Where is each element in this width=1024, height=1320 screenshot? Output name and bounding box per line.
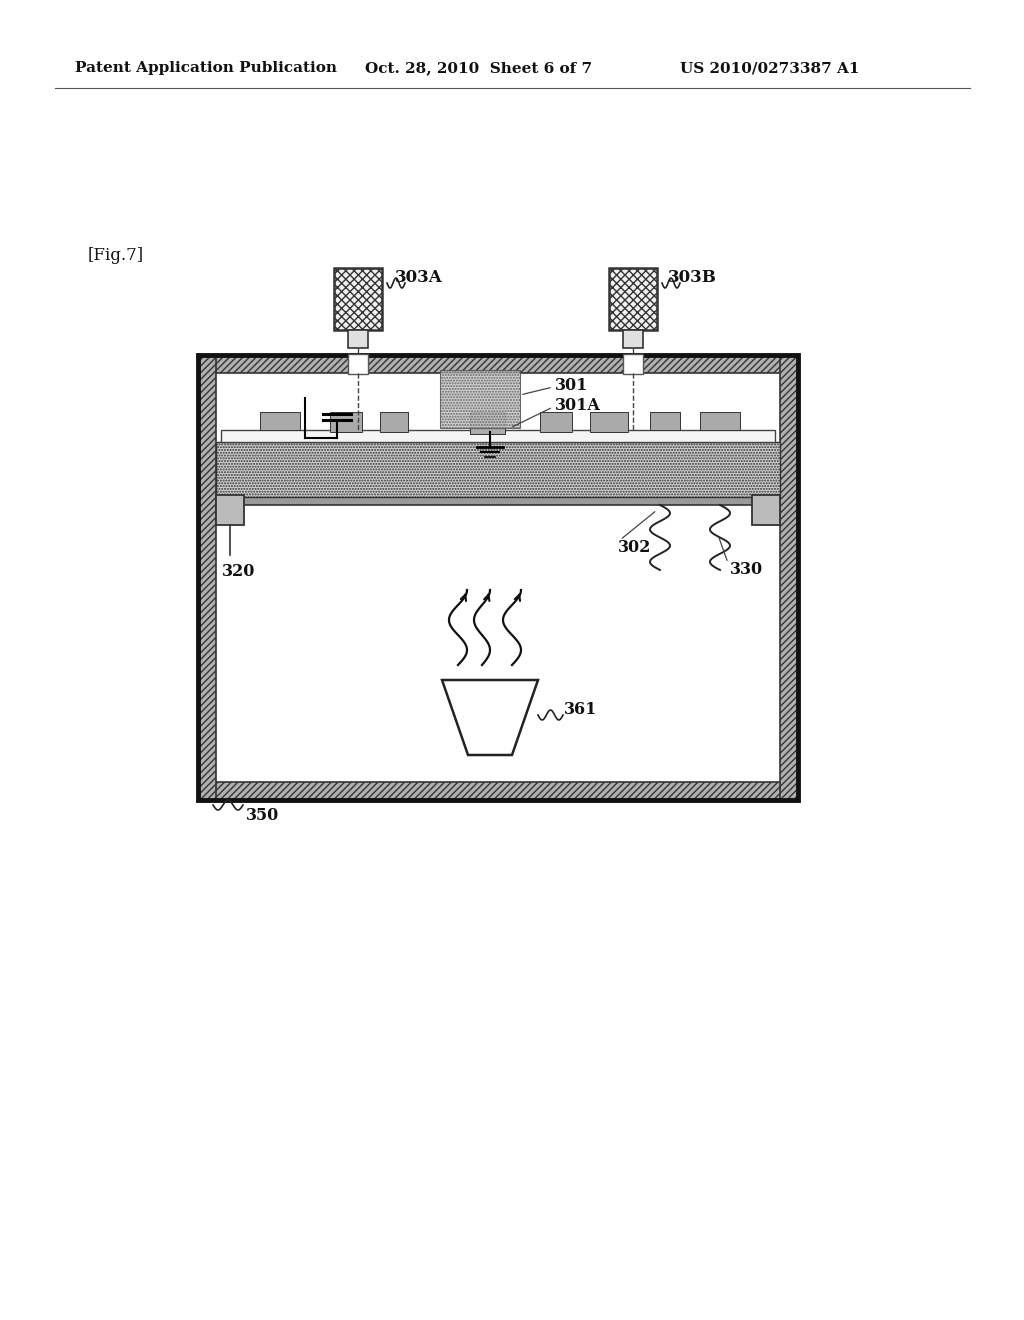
Text: 303B: 303B bbox=[668, 269, 717, 286]
Polygon shape bbox=[609, 268, 657, 330]
Polygon shape bbox=[198, 355, 216, 800]
Polygon shape bbox=[380, 412, 408, 432]
Polygon shape bbox=[752, 495, 780, 525]
Text: Patent Application Publication: Patent Application Publication bbox=[75, 61, 337, 75]
Text: 361: 361 bbox=[564, 701, 597, 718]
Polygon shape bbox=[780, 355, 798, 800]
Polygon shape bbox=[540, 412, 572, 432]
Text: 301A: 301A bbox=[555, 396, 601, 413]
Polygon shape bbox=[216, 498, 780, 506]
Polygon shape bbox=[650, 412, 680, 430]
Polygon shape bbox=[440, 370, 520, 428]
Polygon shape bbox=[623, 354, 643, 374]
Text: 301: 301 bbox=[555, 376, 589, 393]
Polygon shape bbox=[348, 354, 368, 374]
Text: 303A: 303A bbox=[395, 269, 442, 286]
Polygon shape bbox=[348, 330, 368, 348]
Polygon shape bbox=[198, 355, 798, 374]
Text: Oct. 28, 2010  Sheet 6 of 7: Oct. 28, 2010 Sheet 6 of 7 bbox=[365, 61, 592, 75]
Text: US 2010/0273387 A1: US 2010/0273387 A1 bbox=[680, 61, 859, 75]
Polygon shape bbox=[700, 412, 740, 430]
Text: [Fig.7]: [Fig.7] bbox=[88, 247, 144, 264]
Text: 350: 350 bbox=[246, 807, 280, 824]
Polygon shape bbox=[216, 442, 780, 498]
Polygon shape bbox=[221, 430, 775, 442]
Polygon shape bbox=[470, 412, 505, 434]
Text: 302: 302 bbox=[618, 540, 651, 557]
Polygon shape bbox=[590, 412, 628, 432]
Polygon shape bbox=[198, 781, 798, 800]
Text: 320: 320 bbox=[222, 564, 255, 581]
Polygon shape bbox=[216, 495, 244, 525]
Text: 330: 330 bbox=[730, 561, 763, 578]
Polygon shape bbox=[330, 412, 362, 432]
Polygon shape bbox=[334, 268, 382, 330]
Polygon shape bbox=[623, 330, 643, 348]
Polygon shape bbox=[260, 412, 300, 430]
